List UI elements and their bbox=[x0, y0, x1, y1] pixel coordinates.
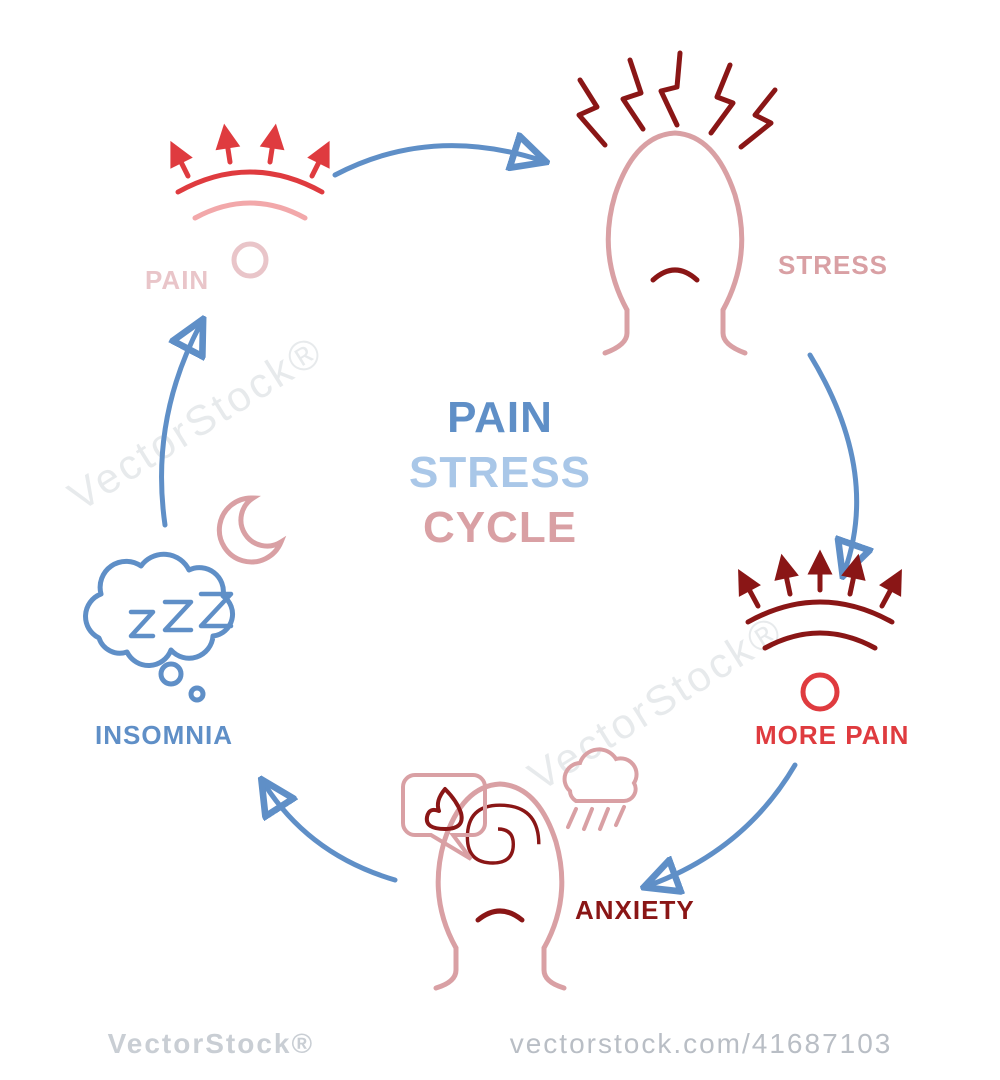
label-stress: STRESS bbox=[778, 250, 888, 281]
more-pain-node-icon bbox=[744, 562, 896, 709]
title-line-pain: PAIN bbox=[350, 390, 650, 445]
insomnia-node-icon bbox=[86, 498, 281, 700]
anxiety-node-icon bbox=[403, 749, 637, 988]
center-title: PAIN STRESS CYCLE bbox=[350, 390, 650, 555]
diagram-stage: VectorStock® VectorStock® bbox=[0, 0, 1000, 1080]
title-line-cycle: CYCLE bbox=[350, 500, 650, 555]
label-pain: PAIN bbox=[145, 265, 209, 296]
label-anxiety: ANXIETY bbox=[575, 895, 695, 926]
stress-node-icon bbox=[579, 53, 775, 353]
pain-node-icon bbox=[176, 136, 324, 276]
title-line-stress: STRESS bbox=[350, 445, 650, 500]
label-insomnia: INSOMNIA bbox=[95, 720, 233, 751]
label-more-pain: MORE PAIN bbox=[755, 720, 909, 751]
